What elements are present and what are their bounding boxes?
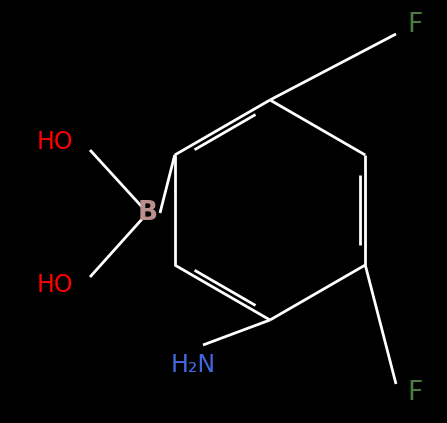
Text: HO: HO [37, 273, 73, 297]
Text: F: F [407, 380, 422, 406]
Text: H₂N: H₂N [170, 353, 215, 377]
Text: F: F [407, 12, 422, 38]
Text: B: B [138, 200, 158, 226]
Text: HO: HO [37, 130, 73, 154]
